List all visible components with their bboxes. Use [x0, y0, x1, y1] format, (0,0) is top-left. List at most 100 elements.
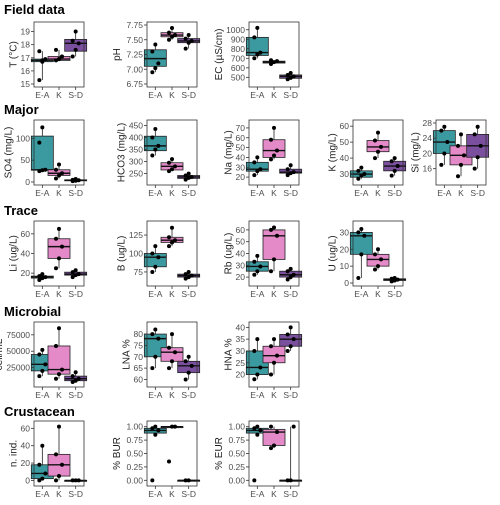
- data-point: [57, 162, 61, 167]
- data-point: [288, 171, 293, 176]
- x-tick-label: S-D: [181, 188, 196, 198]
- data-point: [269, 424, 273, 429]
- data-point: [70, 478, 75, 483]
- y-tick-label: 0.25: [228, 462, 245, 472]
- x-tick-label: E-A: [35, 188, 50, 198]
- x-tick-label: K: [169, 90, 175, 100]
- y-tick-label: 15: [21, 79, 31, 89]
- data-point: [442, 151, 447, 156]
- data-point: [37, 462, 42, 467]
- data-point: [255, 337, 260, 342]
- x-tick-label: K: [458, 188, 464, 198]
- x-tick-label: K: [169, 289, 175, 299]
- data-point: [285, 478, 290, 483]
- data-point: [395, 277, 400, 282]
- y-tick-label: 6.75: [126, 79, 143, 89]
- y-tick-label: 16: [423, 164, 433, 174]
- data-point: [288, 275, 293, 280]
- data-point: [153, 264, 158, 269]
- data-point: [153, 432, 158, 437]
- data-point: [70, 54, 75, 59]
- boxplot-panel: 75 100 125 E-A K S-D B (ug/L): [117, 220, 201, 299]
- data-point: [255, 424, 260, 429]
- box-k: [160, 347, 184, 362]
- y-tick-label: 0: [25, 177, 30, 187]
- data-point: [189, 273, 194, 278]
- data-point: [439, 128, 444, 133]
- data-point: [373, 252, 377, 257]
- data-point: [183, 177, 188, 182]
- data-point: [54, 236, 58, 241]
- y-axis-label: Li (ug/L): [8, 235, 19, 272]
- y-tick-label: 30: [236, 346, 246, 356]
- data-point: [186, 354, 191, 359]
- y-tick-label: 20: [340, 244, 350, 254]
- x-tick-label: K: [169, 188, 175, 198]
- data-point: [73, 47, 78, 52]
- x-tick-label: E-A: [250, 90, 265, 100]
- boxplot-panel: 20 40 60 E-A K S-D Li (ug/L): [8, 220, 88, 299]
- data-point: [252, 377, 257, 382]
- data-point: [54, 58, 58, 63]
- data-point: [275, 59, 279, 64]
- data-point: [57, 326, 61, 331]
- data-point: [167, 366, 171, 371]
- data-point: [153, 424, 158, 429]
- data-point: [43, 362, 48, 367]
- y-tick-label: 17: [21, 53, 31, 63]
- y-axis-label: B (ug/L): [117, 236, 128, 272]
- data-point: [389, 173, 394, 178]
- data-point: [186, 478, 191, 483]
- data-point: [37, 169, 42, 174]
- y-tick-label: 25: [236, 358, 246, 368]
- data-point: [183, 478, 188, 483]
- data-point: [288, 71, 293, 76]
- y-axis-label: Si (mg/L): [410, 132, 421, 173]
- data-point: [186, 269, 191, 274]
- data-point: [37, 374, 42, 379]
- data-point: [258, 167, 263, 172]
- x-tick-label: E-A: [250, 188, 265, 198]
- data-point: [445, 140, 450, 145]
- data-point: [456, 143, 460, 148]
- data-point: [173, 238, 177, 243]
- data-point: [37, 274, 42, 279]
- data-point: [170, 424, 174, 429]
- x-tick-label: S-D: [283, 289, 298, 299]
- data-point: [285, 348, 290, 353]
- data-point: [379, 144, 383, 149]
- section-title-field-data: Field data: [4, 2, 65, 17]
- data-point: [472, 166, 477, 171]
- data-point: [475, 124, 480, 129]
- data-point: [186, 33, 191, 38]
- data-point: [70, 374, 75, 379]
- data-point: [150, 269, 155, 274]
- data-point: [376, 247, 380, 252]
- data-point: [150, 332, 155, 337]
- x-tick-label: S-D: [283, 390, 298, 400]
- data-point: [167, 169, 171, 174]
- data-point: [57, 256, 61, 261]
- x-tick-label: E-A: [250, 390, 265, 400]
- data-point: [57, 474, 61, 479]
- data-point: [43, 275, 48, 280]
- y-tick-label: 0.75: [228, 435, 245, 445]
- data-point: [252, 259, 257, 264]
- x-tick-label: K: [56, 390, 62, 400]
- y-tick-label: 50: [236, 237, 246, 247]
- data-point: [272, 153, 276, 158]
- y-tick-label: 60: [21, 229, 31, 239]
- data-point: [189, 38, 194, 43]
- x-tick-label: K: [169, 390, 175, 400]
- y-tick-label: 125: [129, 230, 143, 240]
- data-point: [373, 156, 377, 161]
- data-point: [258, 428, 263, 433]
- data-point: [272, 125, 276, 130]
- data-point: [269, 446, 273, 451]
- y-tick-label: 20: [423, 148, 433, 158]
- y-tick-label: 80: [134, 329, 144, 339]
- data-point: [189, 174, 194, 179]
- data-point: [73, 273, 78, 278]
- data-point: [288, 266, 293, 271]
